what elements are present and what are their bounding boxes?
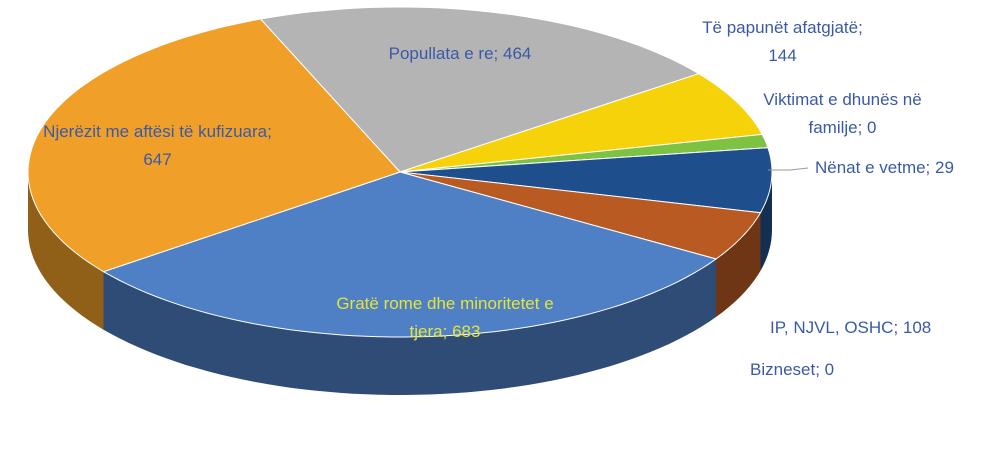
slice-side [760,172,772,271]
data-label: Të papunët afatgjatë; 144 [702,18,863,65]
leader-line [768,167,809,171]
slice-side [716,212,761,317]
data-label: Viktimat e dhunës në familje; 0 [763,90,922,137]
slice [102,171,718,338]
data-label: Bizneset; 0 [750,360,835,379]
data-label: Nënat e vetme; 29 [815,158,954,177]
slice [399,147,773,214]
data-label: Popullata e re; 464 [388,44,532,63]
data-label: Gratë rome dhe minoritetet e tjera; 683 [336,294,554,341]
data-label: IP, NJVL, OSHC; 108 [770,318,932,337]
slice [259,6,700,173]
data-label: Njerëzit me aftësi të kufizuara; 647 [43,122,272,169]
slice [27,18,401,273]
slice [399,73,764,173]
slice [399,171,762,260]
slice-side [103,259,716,395]
slice-side [28,172,104,330]
